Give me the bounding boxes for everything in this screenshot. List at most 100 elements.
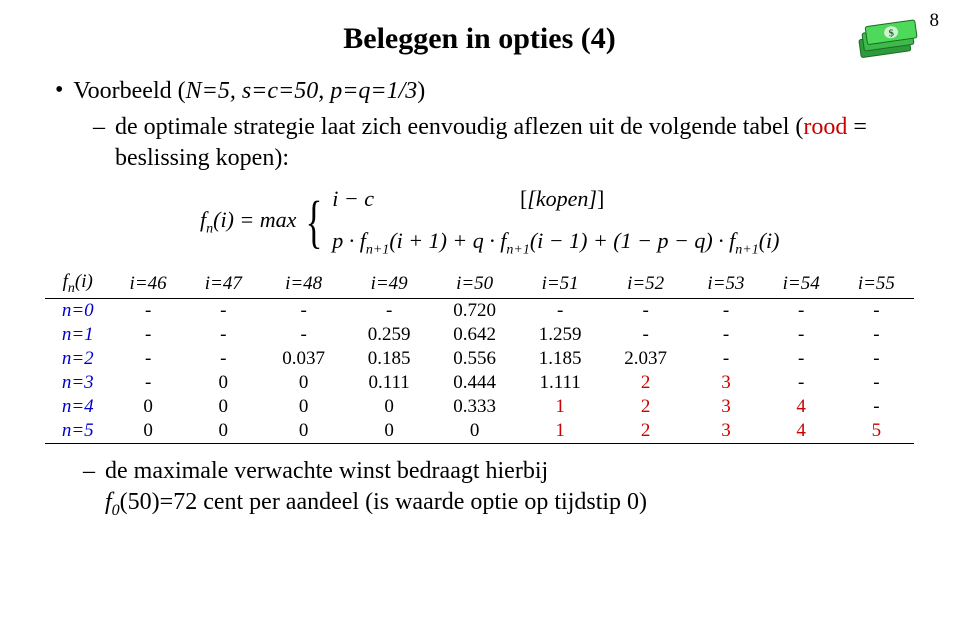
sub2-line2: f0(50)=72 cent per aandeel (is waarde op… bbox=[105, 487, 914, 526]
formula-lhs-arg: (i) = max bbox=[213, 207, 296, 232]
table-cell: 2 bbox=[603, 419, 689, 444]
col-header: i=48 bbox=[261, 270, 347, 298]
formula-block: fn(i) = max { i − c [[kopen]] p · fn+1(i… bbox=[200, 186, 914, 258]
col-header: i=51 bbox=[517, 270, 603, 298]
case2-c: (i − 1) + (1 − p − q) · f bbox=[530, 228, 735, 253]
table-cell: 0 bbox=[186, 395, 261, 419]
case2-b: (i + 1) + q · f bbox=[389, 228, 506, 253]
col-header: i=47 bbox=[186, 270, 261, 298]
table-cell: 0.111 bbox=[346, 371, 432, 395]
table-cell: - bbox=[764, 299, 839, 324]
table-cell: - bbox=[603, 323, 689, 347]
table-cell: - bbox=[764, 347, 839, 371]
row-header: n=1 bbox=[45, 323, 111, 347]
col-header: i=52 bbox=[603, 270, 689, 298]
table-cell: 0 bbox=[111, 419, 186, 444]
page-number: 8 bbox=[930, 10, 940, 32]
strategy-table: fn(i)i=46i=47i=48i=49i=50i=51i=52i=53i=5… bbox=[45, 270, 914, 444]
table-cell: - bbox=[111, 347, 186, 371]
money-stack-icon: $ bbox=[851, 18, 921, 65]
table-cell: - bbox=[839, 395, 914, 419]
table-cell: 4 bbox=[764, 395, 839, 419]
table-cell: 0 bbox=[186, 371, 261, 395]
sub2b-sub: 0 bbox=[112, 502, 120, 519]
case2-d: (i) bbox=[759, 228, 780, 253]
case2-sub2: n+1 bbox=[506, 242, 529, 257]
table-cell: 2 bbox=[603, 371, 689, 395]
table-cell: - bbox=[261, 299, 347, 324]
sub2b-f: f bbox=[105, 489, 112, 515]
table-cell: 0 bbox=[346, 419, 432, 444]
table-cell: - bbox=[517, 299, 603, 324]
table-cell: 0.720 bbox=[432, 299, 518, 324]
table-cell: 0.259 bbox=[346, 323, 432, 347]
sub-bullet-1: – de optimale strategie laat zich eenvou… bbox=[93, 112, 914, 174]
dash-icon: – bbox=[93, 112, 105, 143]
sub1-red: rood bbox=[803, 114, 847, 140]
row-header: n=0 bbox=[45, 299, 111, 324]
table-cell: - bbox=[688, 347, 763, 371]
table-cell: - bbox=[764, 323, 839, 347]
table-cell: 4 bbox=[764, 419, 839, 444]
main-bullet: • Voorbeeld (N=5, s=c=50, p=q=1/3) bbox=[55, 76, 914, 107]
table-cell: 0.642 bbox=[432, 323, 518, 347]
table-corner: fn(i) bbox=[45, 270, 111, 298]
table-cell: 0 bbox=[261, 395, 347, 419]
table-cell: 0 bbox=[261, 419, 347, 444]
slide-title: Beleggen in opties (4) bbox=[45, 22, 914, 56]
sub2-text: de maximale verwachte winst bedraagt hie… bbox=[105, 456, 548, 487]
sub-bullet-2: – de maximale verwachte winst bedraagt h… bbox=[83, 456, 914, 487]
row-header: n=3 bbox=[45, 371, 111, 395]
table-cell: - bbox=[111, 371, 186, 395]
col-header: i=46 bbox=[111, 270, 186, 298]
case2-sub1: n+1 bbox=[366, 242, 389, 257]
table-cell: 0.556 bbox=[432, 347, 518, 371]
table-cell: 0 bbox=[186, 419, 261, 444]
col-header: i=49 bbox=[346, 270, 432, 298]
row-header: n=2 bbox=[45, 347, 111, 371]
sub1-part1: de optimale strategie laat zich eenvoudi… bbox=[115, 114, 803, 140]
bullet-dot-icon: • bbox=[55, 76, 63, 104]
table-cell: 0 bbox=[346, 395, 432, 419]
table-cell: 0 bbox=[111, 395, 186, 419]
col-header: i=50 bbox=[432, 270, 518, 298]
table-cell: - bbox=[688, 323, 763, 347]
col-header: i=54 bbox=[764, 270, 839, 298]
case1-label: [kopen] bbox=[527, 186, 597, 211]
case1-expr: i − c bbox=[332, 186, 374, 211]
row-header: n=5 bbox=[45, 419, 111, 444]
table-cell: - bbox=[839, 347, 914, 371]
table-cell: 3 bbox=[688, 371, 763, 395]
table-cell: 5 bbox=[839, 419, 914, 444]
table-cell: 1 bbox=[517, 419, 603, 444]
table-cell: - bbox=[186, 323, 261, 347]
col-header: i=55 bbox=[839, 270, 914, 298]
table-cell: 0.333 bbox=[432, 395, 518, 419]
table-cell: 3 bbox=[688, 419, 763, 444]
table-cell: - bbox=[839, 299, 914, 324]
table-cell: 0.444 bbox=[432, 371, 518, 395]
table-cell: - bbox=[839, 371, 914, 395]
col-header: i=53 bbox=[688, 270, 763, 298]
table-cell: 0 bbox=[261, 371, 347, 395]
table-cell: - bbox=[111, 323, 186, 347]
table-cell: 2.037 bbox=[603, 347, 689, 371]
case2-a: p · f bbox=[332, 228, 366, 253]
table-cell: - bbox=[688, 299, 763, 324]
row-header: n=4 bbox=[45, 395, 111, 419]
table-cell: - bbox=[603, 299, 689, 324]
table-cell: - bbox=[764, 371, 839, 395]
table-cell: 1.185 bbox=[517, 347, 603, 371]
bullet-prefix: Voorbeeld ( bbox=[73, 78, 185, 104]
bullet-suffix: ) bbox=[417, 78, 425, 104]
table-cell: 3 bbox=[688, 395, 763, 419]
table-cell: - bbox=[186, 299, 261, 324]
table-cell: 1 bbox=[517, 395, 603, 419]
table-cell: 0.185 bbox=[346, 347, 432, 371]
table-cell: - bbox=[111, 299, 186, 324]
table-cell: 0.037 bbox=[261, 347, 347, 371]
table-cell: 1.259 bbox=[517, 323, 603, 347]
table-cell: - bbox=[346, 299, 432, 324]
brace-icon: { bbox=[306, 193, 323, 251]
table-cell: 1.111 bbox=[517, 371, 603, 395]
